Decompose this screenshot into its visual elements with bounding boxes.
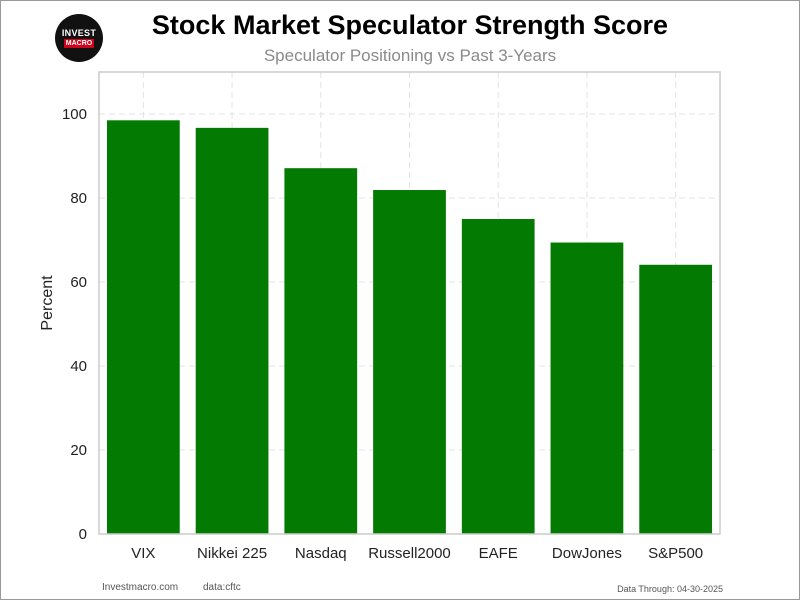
chart-subtitle: Speculator Positioning vs Past 3-Years [263, 46, 557, 65]
x-tick-label: Nasdaq [295, 545, 347, 562]
footer-data-through: Data Through: 04-30-2025 [617, 584, 723, 594]
x-tick-label: Russell2000 [368, 545, 451, 562]
bar-s-p500 [639, 264, 713, 534]
y-tick-label: 100 [62, 106, 87, 123]
bars [106, 120, 713, 535]
x-tick-labels: VIX Nikkei 225 Nasdaq Russell2000 EAFE DowJon… [131, 545, 703, 562]
bar-russell2000 [373, 190, 446, 534]
x-tick-label: EAFE [479, 545, 518, 562]
plot-border [98, 71, 721, 535]
bar-nasdaq [284, 168, 358, 534]
bar-nikkei-225 [195, 127, 269, 535]
x-tick-label: Nikkei 225 [197, 545, 267, 562]
x-tick-label: DowJones [552, 545, 622, 562]
x-tick-label: VIX [131, 545, 155, 562]
y-axis-label: Percent [39, 275, 56, 331]
logo-line1: INVEST [61, 28, 97, 38]
logo-line2: MACRO [63, 39, 95, 48]
y-tick-label: 0 [79, 526, 87, 543]
y-tick-label: 40 [70, 358, 87, 375]
footer-source: data:cftc [203, 582, 241, 593]
y-tick-label: 60 [70, 274, 87, 291]
bar-dowjones [550, 242, 624, 534]
footer-site: Investmacro.com [102, 582, 179, 593]
chart-title: Stock Market Speculator Strength Score [151, 10, 669, 40]
bar-eafe [461, 219, 535, 534]
investmacro-logo: INVEST MACRO [55, 14, 103, 62]
y-tick-label: 20 [70, 442, 87, 459]
y-tick-labels: 0 20 40 60 80 100 [62, 106, 87, 543]
x-tick-label: S&P500 [648, 545, 703, 562]
bar-vix [106, 120, 180, 535]
y-tick-label: 80 [70, 190, 87, 207]
